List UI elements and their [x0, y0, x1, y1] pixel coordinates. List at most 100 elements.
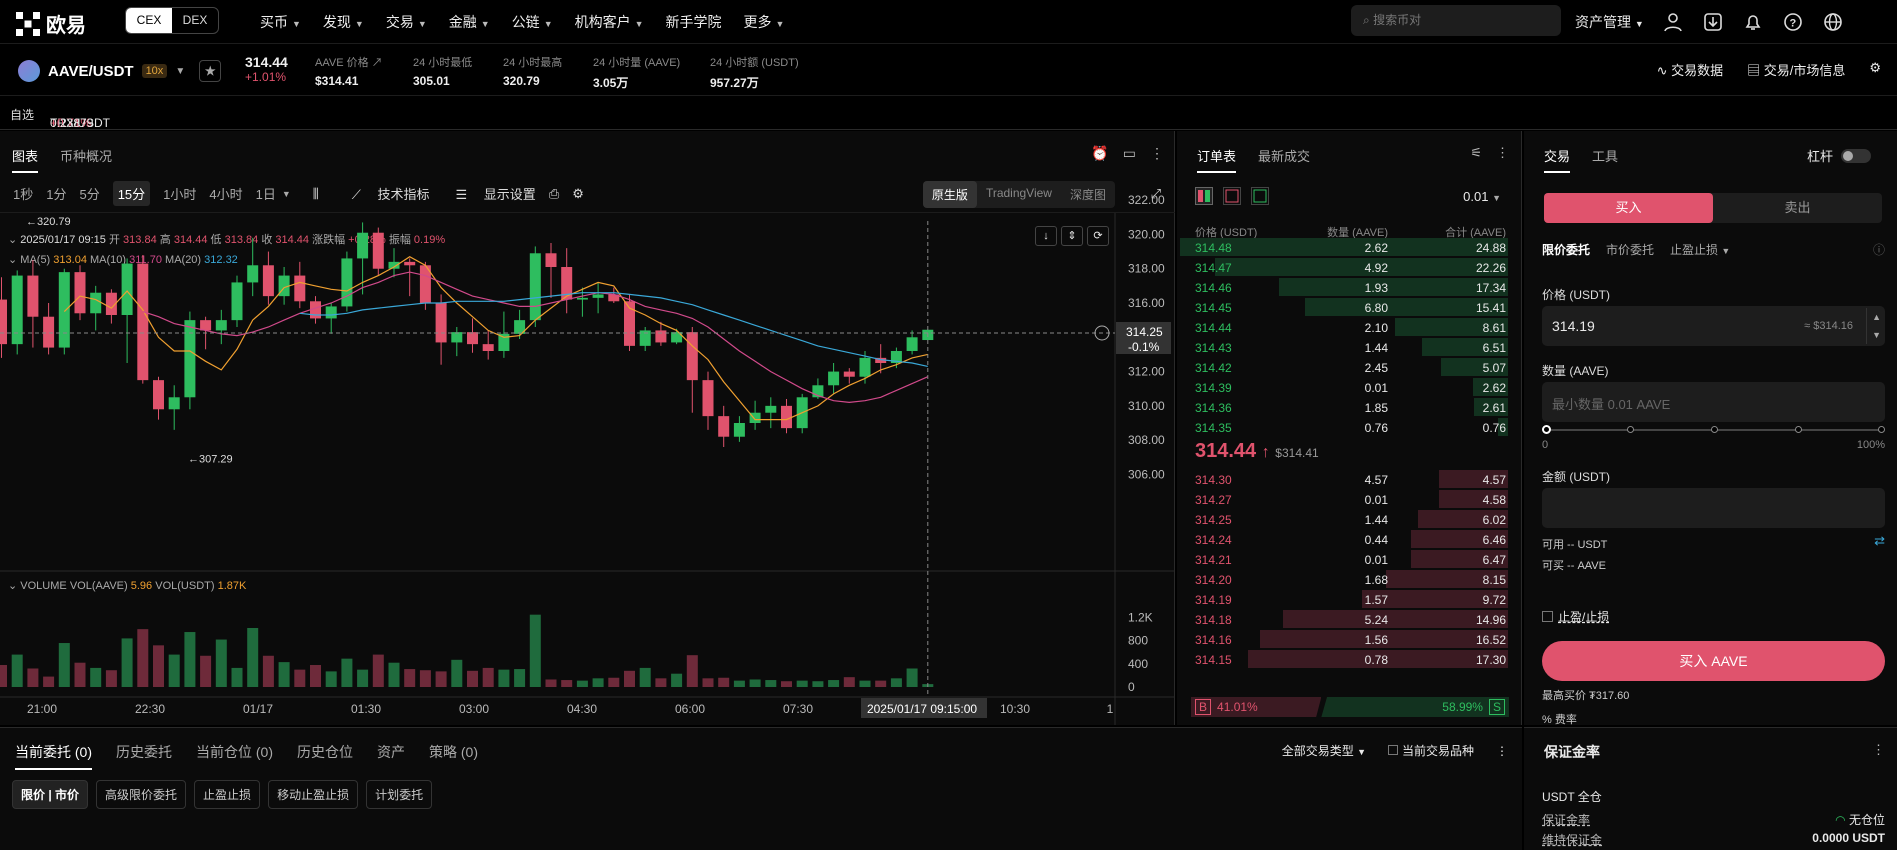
tf-5m[interactable]: 5分 [79, 187, 100, 202]
bid-row[interactable]: 314.24 0.44 6.46 [1177, 529, 1522, 549]
tab-assets[interactable]: 资产 [377, 744, 405, 760]
tf-4h[interactable]: 4小时 [209, 187, 243, 202]
bid-row[interactable]: 314.25 1.44 6.02 [1177, 509, 1522, 529]
gear-icon[interactable]: ⚙ [1869, 60, 1881, 75]
trade-data-button[interactable]: ∿ 交易数据 [1657, 60, 1724, 79]
filter-trigger[interactable]: 计划委托 [366, 780, 433, 809]
filter-tpsl[interactable]: 止盈止损 [194, 780, 261, 809]
ask-row[interactable]: 314.46 1.93 17.34 [1177, 277, 1522, 297]
view-depth[interactable]: 深度图 [1069, 188, 1106, 202]
external-link-icon[interactable]: ↗ [371, 57, 383, 69]
toggle-switch[interactable] [1841, 148, 1871, 163]
fee-rate[interactable]: % 费率 [1542, 714, 1577, 725]
indicators-button[interactable]: ⟋ 技术指标 [339, 184, 430, 203]
chevron-down-icon[interactable]: ▼ [281, 188, 291, 199]
qty-slider[interactable] [1542, 425, 1885, 434]
okx-logo[interactable]: 欧易 [16, 9, 86, 38]
help-icon[interactable]: ? [1782, 11, 1804, 33]
cex-toggle[interactable]: CEX [126, 8, 172, 33]
menu-item-chain[interactable]: 公链 ▼ [512, 12, 553, 32]
info-icon[interactable]: ⓘ [1872, 243, 1885, 257]
bid-row[interactable]: 314.20 1.68 8.15 [1177, 569, 1522, 589]
filter-advanced-limit[interactable]: 高级限价委托 [96, 780, 187, 809]
favorites-label[interactable]: 自选 [10, 108, 35, 122]
arrow-down-icon[interactable]: ↓ [1035, 226, 1057, 246]
snapshot-icon[interactable]: ⎙ [548, 185, 560, 201]
more-icon[interactable]: ⋮ [1872, 742, 1885, 757]
menu-item-finance[interactable]: 金融 ▼ [449, 12, 490, 32]
filter-limit-market[interactable]: 限价 | 市价 [12, 780, 89, 809]
tab-order-history[interactable]: 历史委托 [116, 744, 172, 760]
tab-latest-trades[interactable]: 最新成交 [1258, 149, 1311, 164]
precision-select[interactable]: 0.01 ▼ [1463, 189, 1501, 204]
buy-aave-button[interactable]: 买入 AAVE [1542, 641, 1885, 681]
tab-strategies[interactable]: 策略 (0) [429, 744, 478, 760]
tpsl-checkbox[interactable]: 止盈/止损 [1542, 608, 1609, 625]
ask-row[interactable]: 314.43 1.44 6.51 [1177, 337, 1522, 357]
ask-row[interactable]: 314.42 2.45 5.07 [1177, 357, 1522, 377]
more-icon[interactable]: ⋮ [1496, 145, 1509, 160]
menu-item-institutional[interactable]: 机构客户 ▼ [575, 12, 644, 32]
ask-row[interactable]: 314.47 4.92 22.26 [1177, 257, 1522, 277]
menu-item-buy-crypto[interactable]: 买币 ▼ [260, 12, 301, 32]
bid-row[interactable]: 314.21 0.01 6.47 [1177, 549, 1522, 569]
bid-row[interactable]: 314.16 1.56 16.52 [1177, 629, 1522, 649]
menu-item-trade[interactable]: 交易 ▼ [386, 12, 427, 32]
dex-toggle[interactable]: DEX [182, 13, 208, 27]
bids-only-icon[interactable] [1251, 187, 1269, 205]
bid-row[interactable]: 314.19 1.57 9.72 [1177, 589, 1522, 609]
checkbox[interactable] [1542, 611, 1553, 622]
leverage-toggle[interactable]: 杠杆 [1807, 146, 1871, 165]
qty-field[interactable]: 最小数量 0.01 AAVE [1542, 382, 1885, 422]
pair-selector[interactable]: AAVE/USDT 10x ▼ ★ [18, 60, 222, 82]
ask-row[interactable]: 314.35 0.76 0.76 [1177, 417, 1522, 437]
ask-row[interactable]: 314.39 0.01 2.62 [1177, 377, 1522, 397]
bid-row[interactable]: 314.15 0.78 17.30 [1177, 649, 1522, 669]
amount-field[interactable] [1542, 488, 1885, 528]
bid-row[interactable]: 314.30 4.57 4.57 [1177, 469, 1522, 489]
collapse-icon[interactable]: ⌄ [8, 234, 18, 246]
tab-positions[interactable]: 当前仓位 (0) [196, 744, 273, 760]
tab-limit[interactable]: 限价委托 [1542, 243, 1591, 257]
ask-row[interactable]: 314.48 2.62 24.88 [1177, 237, 1522, 257]
tf-1s[interactable]: 1秒 [13, 187, 34, 202]
asset-management-menu[interactable]: 资产管理 ▼ [1575, 12, 1644, 32]
search-input[interactable]: ⌕ 搜索币对 [1351, 5, 1561, 36]
refresh-icon[interactable]: ⟳ [1087, 226, 1109, 246]
collapse-arrows-icon[interactable]: ⇕ [1061, 226, 1083, 246]
menu-item-more[interactable]: 更多 ▼ [744, 12, 785, 32]
bell-icon[interactable] [1742, 11, 1764, 33]
view-native[interactable]: 原生版 [922, 181, 977, 208]
ask-row[interactable]: 314.36 1.85 2.61 [1177, 397, 1522, 417]
collapse-icon[interactable]: ⌄ [8, 580, 18, 592]
both-sides-icon[interactable] [1195, 187, 1213, 205]
menu-item-discover[interactable]: 发现 ▼ [323, 12, 364, 32]
settings-gear-icon[interactable]: ⚙ [572, 185, 584, 201]
tab-coin-overview[interactable]: 币种概况 [60, 149, 113, 164]
display-settings-button[interactable]: ☰ 显示设置 [443, 184, 536, 203]
alert-icon[interactable]: ⏰ [1091, 145, 1109, 161]
window-icon[interactable]: ▭ [1122, 145, 1136, 161]
bid-row[interactable]: 314.18 5.24 14.96 [1177, 609, 1522, 629]
tab-open-orders[interactable]: 当前委托 (0) [15, 742, 92, 770]
collapse-icon[interactable]: ⌄ [8, 254, 18, 266]
ask-row[interactable]: 314.44 2.10 8.61 [1177, 317, 1522, 337]
menu-item-academy[interactable]: 新手学院 [666, 12, 722, 32]
transfer-icon[interactable]: ⇄ [1874, 533, 1885, 548]
tf-1m[interactable]: 1分 [46, 187, 67, 202]
trade-type-filter[interactable]: 全部交易类型 ▼ [1282, 742, 1366, 759]
tab-orderbook[interactable]: 订单表 [1197, 146, 1237, 173]
tab-market[interactable]: 市价委托 [1606, 243, 1655, 257]
star-icon[interactable]: ★ [199, 60, 222, 82]
asks-only-icon[interactable] [1223, 187, 1241, 205]
filter-icon[interactable]: ⚟ [1470, 145, 1482, 160]
tab-position-history[interactable]: 历史仓位 [297, 744, 353, 760]
checkbox[interactable] [1387, 745, 1398, 755]
more-icon[interactable]: ⋮ [1150, 145, 1164, 161]
more-icon[interactable]: ⋮ [1496, 743, 1508, 758]
tab-trade[interactable]: 交易 [1544, 146, 1571, 173]
price-field[interactable]: 314.19 ≈ $314.16 ▲ ▼ [1542, 306, 1885, 346]
view-tradingview[interactable]: TradingView [985, 186, 1052, 200]
candle-type-icon[interactable]: ⫼ [312, 185, 319, 201]
user-icon[interactable] [1662, 11, 1684, 33]
